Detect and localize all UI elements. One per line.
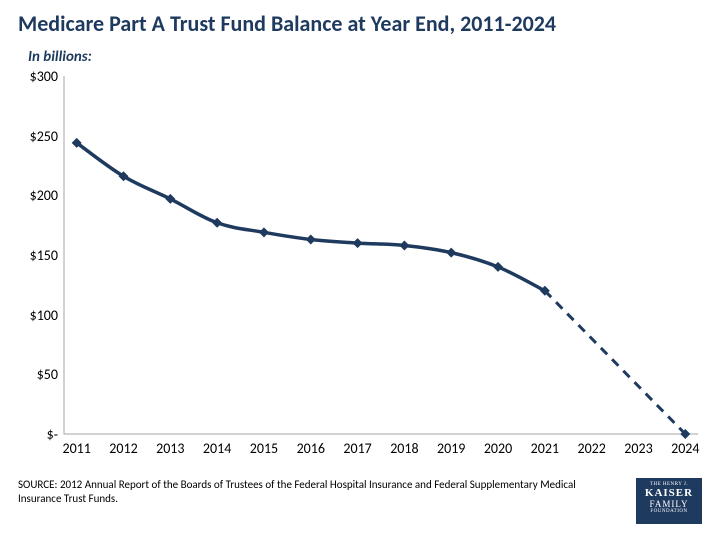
- chart-plot-area: [64, 76, 698, 434]
- kaiser-logo: THE HENRY J. KAISER FAMILY FOUNDATION: [636, 478, 702, 524]
- chart-title: Medicare Part A Trust Fund Balance at Ye…: [18, 10, 556, 37]
- data-marker: [259, 227, 269, 237]
- data-marker: [353, 238, 363, 248]
- data-marker: [306, 234, 316, 244]
- x-axis-label: 2021: [523, 440, 567, 457]
- x-axis-label: 2023: [617, 440, 661, 457]
- source-note: SOURCE: 2012 Annual Report of the Boards…: [18, 478, 598, 506]
- x-axis-label: 2022: [570, 440, 614, 457]
- y-axis-label: $50: [8, 366, 58, 383]
- chart-subtitle: In billions:: [28, 48, 92, 66]
- axis-lines: [64, 76, 698, 434]
- data-marker: [493, 262, 503, 272]
- y-axis-label: $200: [8, 187, 58, 204]
- logo-line-3: FAMILY: [636, 499, 702, 509]
- data-marker: [446, 248, 456, 258]
- y-axis-label: $150: [8, 247, 58, 264]
- x-axis-label: 2024: [663, 440, 707, 457]
- series-line-dashed: [545, 291, 685, 434]
- x-axis-label: 2013: [148, 440, 192, 457]
- series-line-solid: [77, 143, 545, 291]
- x-axis-label: 2015: [242, 440, 286, 457]
- x-axis-label: 2016: [289, 440, 333, 457]
- x-axis-label: 2012: [101, 440, 145, 457]
- logo-line-2: KAISER: [636, 487, 702, 499]
- y-axis-label: $300: [8, 68, 58, 85]
- data-marker: [399, 240, 409, 250]
- y-axis-label: $-: [8, 426, 58, 443]
- x-axis-label: 2011: [55, 440, 99, 457]
- x-axis-label: 2020: [476, 440, 520, 457]
- x-axis-label: 2017: [336, 440, 380, 457]
- x-axis-label: 2014: [195, 440, 239, 457]
- x-axis-label: 2018: [382, 440, 426, 457]
- logo-line-4: FOUNDATION: [636, 509, 702, 514]
- data-marker: [212, 218, 222, 228]
- chart-svg: [64, 76, 698, 434]
- y-axis-label: $250: [8, 128, 58, 145]
- x-axis-label: 2019: [429, 440, 473, 457]
- y-axis-label: $100: [8, 307, 58, 324]
